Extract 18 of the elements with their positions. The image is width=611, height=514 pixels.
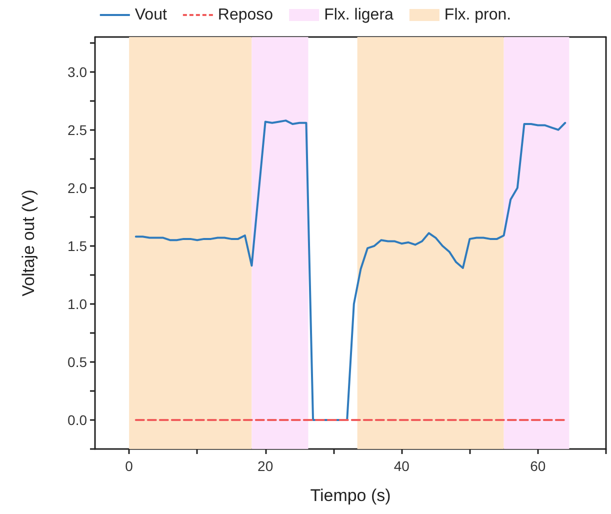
line-series bbox=[134, 120, 566, 421]
legend-label: Flx. pron. bbox=[444, 6, 512, 24]
legend-label: Reposo bbox=[218, 6, 274, 24]
y-tick-label: 1.5 bbox=[68, 238, 88, 254]
y-tick-label: 3.0 bbox=[68, 64, 88, 80]
legend-label: Vout bbox=[134, 6, 168, 24]
x-tick-label: 40 bbox=[394, 458, 410, 474]
y-tick-label: 0.5 bbox=[68, 354, 88, 370]
x-tick-label: 60 bbox=[530, 458, 546, 474]
y-tick-label: 2.0 bbox=[68, 180, 88, 196]
y-axis-title: Voltaje out (V) bbox=[19, 190, 38, 296]
y-tick-label: 2.5 bbox=[68, 122, 88, 138]
y-tick-label: 1.0 bbox=[68, 296, 88, 312]
legend-label: Flx. ligera bbox=[324, 6, 394, 24]
x-tick-label: 0 bbox=[125, 458, 134, 474]
x-axis-title: Tiempo (s) bbox=[310, 486, 391, 505]
y-tick-label: 0.0 bbox=[68, 412, 88, 428]
x-tick-label: 20 bbox=[258, 458, 274, 474]
